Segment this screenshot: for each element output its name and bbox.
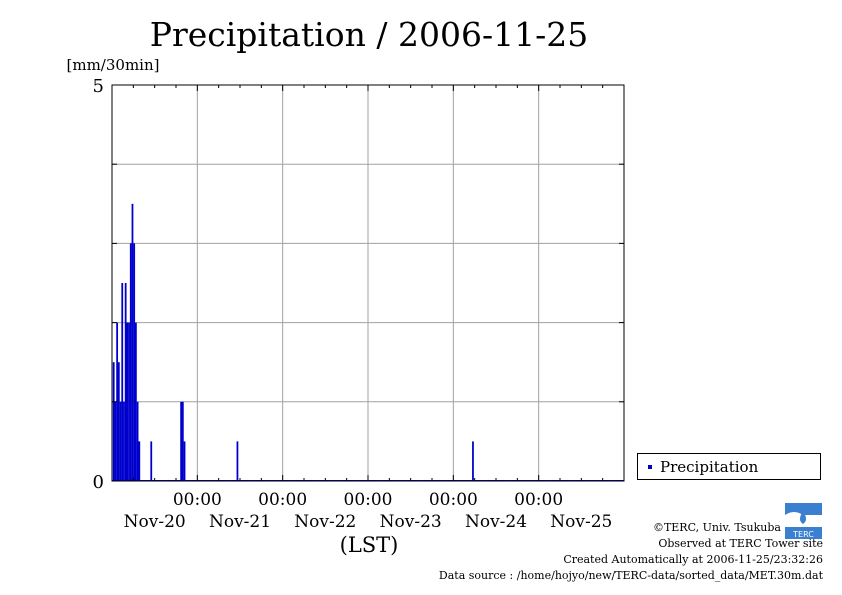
precipitation-bar xyxy=(180,401,183,481)
credits-block: ©TERC, Univ. Tsukuba Observed at TERC To… xyxy=(439,520,823,584)
x-time-label: 00:00 xyxy=(344,490,393,510)
precipitation-bar xyxy=(133,243,136,481)
logo-text: TERC xyxy=(792,530,814,539)
x-date-label: Nov-22 xyxy=(294,512,356,532)
precipitation-bar xyxy=(472,441,474,481)
legend: Precipitation xyxy=(637,453,821,480)
legend-label-precipitation: Precipitation xyxy=(660,458,759,476)
x-date-label: Nov-25 xyxy=(550,512,612,532)
legend-swatch-precipitation xyxy=(648,465,652,469)
precipitation-bar xyxy=(150,441,153,481)
x-time-label: 00:00 xyxy=(173,490,222,510)
chart-title: Precipitation / 2006-11-25 xyxy=(150,15,588,54)
x-date-label: Nov-23 xyxy=(380,512,442,532)
precipitation-bar xyxy=(136,401,139,481)
grid-lines xyxy=(112,85,624,481)
precipitation-bar xyxy=(183,441,186,481)
precipitation-bar xyxy=(236,441,239,481)
x-axis-label: (LST) xyxy=(340,533,399,557)
precipitation-bar xyxy=(128,322,130,481)
x-date-label: Nov-20 xyxy=(124,512,186,532)
precipitation-bar xyxy=(138,441,141,481)
site-text: Observed at TERC Tower site xyxy=(658,537,823,550)
x-time-label: 00:00 xyxy=(429,490,478,510)
precipitation-bar xyxy=(123,401,125,481)
precipitation-bar xyxy=(121,283,124,481)
precipitation-bar xyxy=(124,283,127,481)
x-date-label: Nov-24 xyxy=(465,512,527,532)
precipitation-bar xyxy=(181,401,184,481)
source-text: Data source : /home/hojyo/new/TERC-data/… xyxy=(438,569,823,582)
y-tick-label-max: 5 xyxy=(93,76,104,97)
x-date-label: Nov-21 xyxy=(209,512,271,532)
y-axis-label: [mm/30min] xyxy=(67,56,160,74)
axis-ticks xyxy=(112,85,624,481)
copyright-text: ©TERC, Univ. Tsukuba xyxy=(652,521,781,534)
precipitation-bar xyxy=(116,322,119,481)
precipitation-bar xyxy=(112,362,115,481)
precipitation-bar xyxy=(135,322,137,481)
x-time-label: 00:00 xyxy=(258,490,307,510)
precipitation-bar xyxy=(126,322,129,481)
created-text: Created Automatically at 2006-11-25/23:3… xyxy=(563,553,823,566)
precipitation-bar xyxy=(131,203,134,482)
precipitation-bar xyxy=(129,243,132,481)
precipitation-bar xyxy=(114,401,117,481)
precipitation-bar xyxy=(117,362,120,481)
y-tick-label-min: 0 xyxy=(93,472,104,493)
precipitation-bar xyxy=(119,401,122,481)
x-time-label: 00:00 xyxy=(514,490,563,510)
terc-logo-icon: TERC xyxy=(785,503,822,539)
